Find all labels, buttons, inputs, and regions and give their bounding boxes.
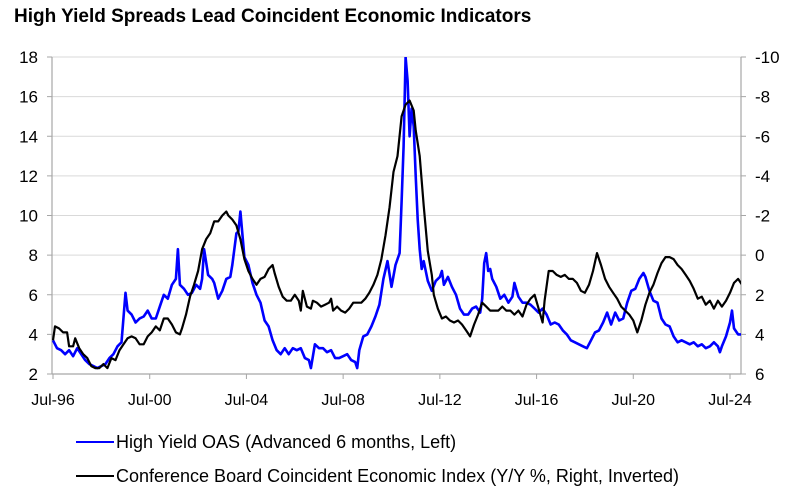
right-tick-label: -2 <box>755 207 770 226</box>
left-tick-label: 12 <box>19 167 38 186</box>
left-tick-label: 14 <box>19 127 38 146</box>
right-tick-label: 6 <box>755 365 764 384</box>
x-axis-ticks: Jul-96 Jul-00 Jul-04 Jul-08 Jul-12 Jul-16 Jul-… <box>31 392 752 409</box>
left-tick-label: 6 <box>29 286 38 305</box>
left-tick-label: 16 <box>19 88 38 107</box>
x-tick-label: Jul-12 <box>418 392 462 409</box>
left-tick-label: 8 <box>29 246 38 265</box>
right-tick-label: -6 <box>755 127 770 146</box>
x-tick-label: Jul-96 <box>31 392 75 409</box>
axes <box>47 56 746 379</box>
left-tick-label: 2 <box>29 365 38 384</box>
legend-item-hy-oas: High Yield OAS (Advanced 6 months, Left) <box>76 425 679 459</box>
x-tick-label: Jul-00 <box>128 392 172 409</box>
legend-swatch-black <box>76 475 114 477</box>
right-tick-label: 0 <box>755 246 764 265</box>
x-tick-label: Jul-24 <box>708 392 752 409</box>
right-tick-label: 2 <box>755 286 764 305</box>
left-tick-label: 18 <box>19 48 38 67</box>
x-tick-label: Jul-08 <box>321 392 365 409</box>
right-axis-ticks: -10 -8 -6 -4 -2 0 2 4 6 <box>755 48 780 384</box>
legend-item-cei: Conference Board Coincident Economic Ind… <box>76 459 679 493</box>
left-tick-label: 4 <box>29 325 38 344</box>
gridlines <box>52 56 741 335</box>
legend-label: High Yield OAS (Advanced 6 months, Left) <box>116 431 457 452</box>
right-tick-label: -8 <box>755 88 770 107</box>
x-tick-label: Jul-04 <box>225 392 269 409</box>
chart-title: High Yield Spreads Lead Coincident Econo… <box>14 6 532 27</box>
legend-label: Conference Board Coincident Economic Ind… <box>116 465 679 486</box>
series-line-hy-oas <box>52 57 741 370</box>
legend-swatch-blue <box>76 441 114 443</box>
series-lines <box>52 57 741 370</box>
x-tick-label: Jul-16 <box>515 392 559 409</box>
left-tick-label: 10 <box>19 207 38 226</box>
x-tick-label: Jul-20 <box>611 392 655 409</box>
right-tick-label: -10 <box>755 48 780 67</box>
left-axis-ticks: 2 4 6 8 10 12 14 16 18 <box>19 48 38 384</box>
series-line-cei <box>52 99 741 370</box>
legend: High Yield OAS (Advanced 6 months, Left)… <box>76 425 679 493</box>
right-tick-label: 4 <box>755 325 764 344</box>
right-tick-label: -4 <box>755 167 770 186</box>
